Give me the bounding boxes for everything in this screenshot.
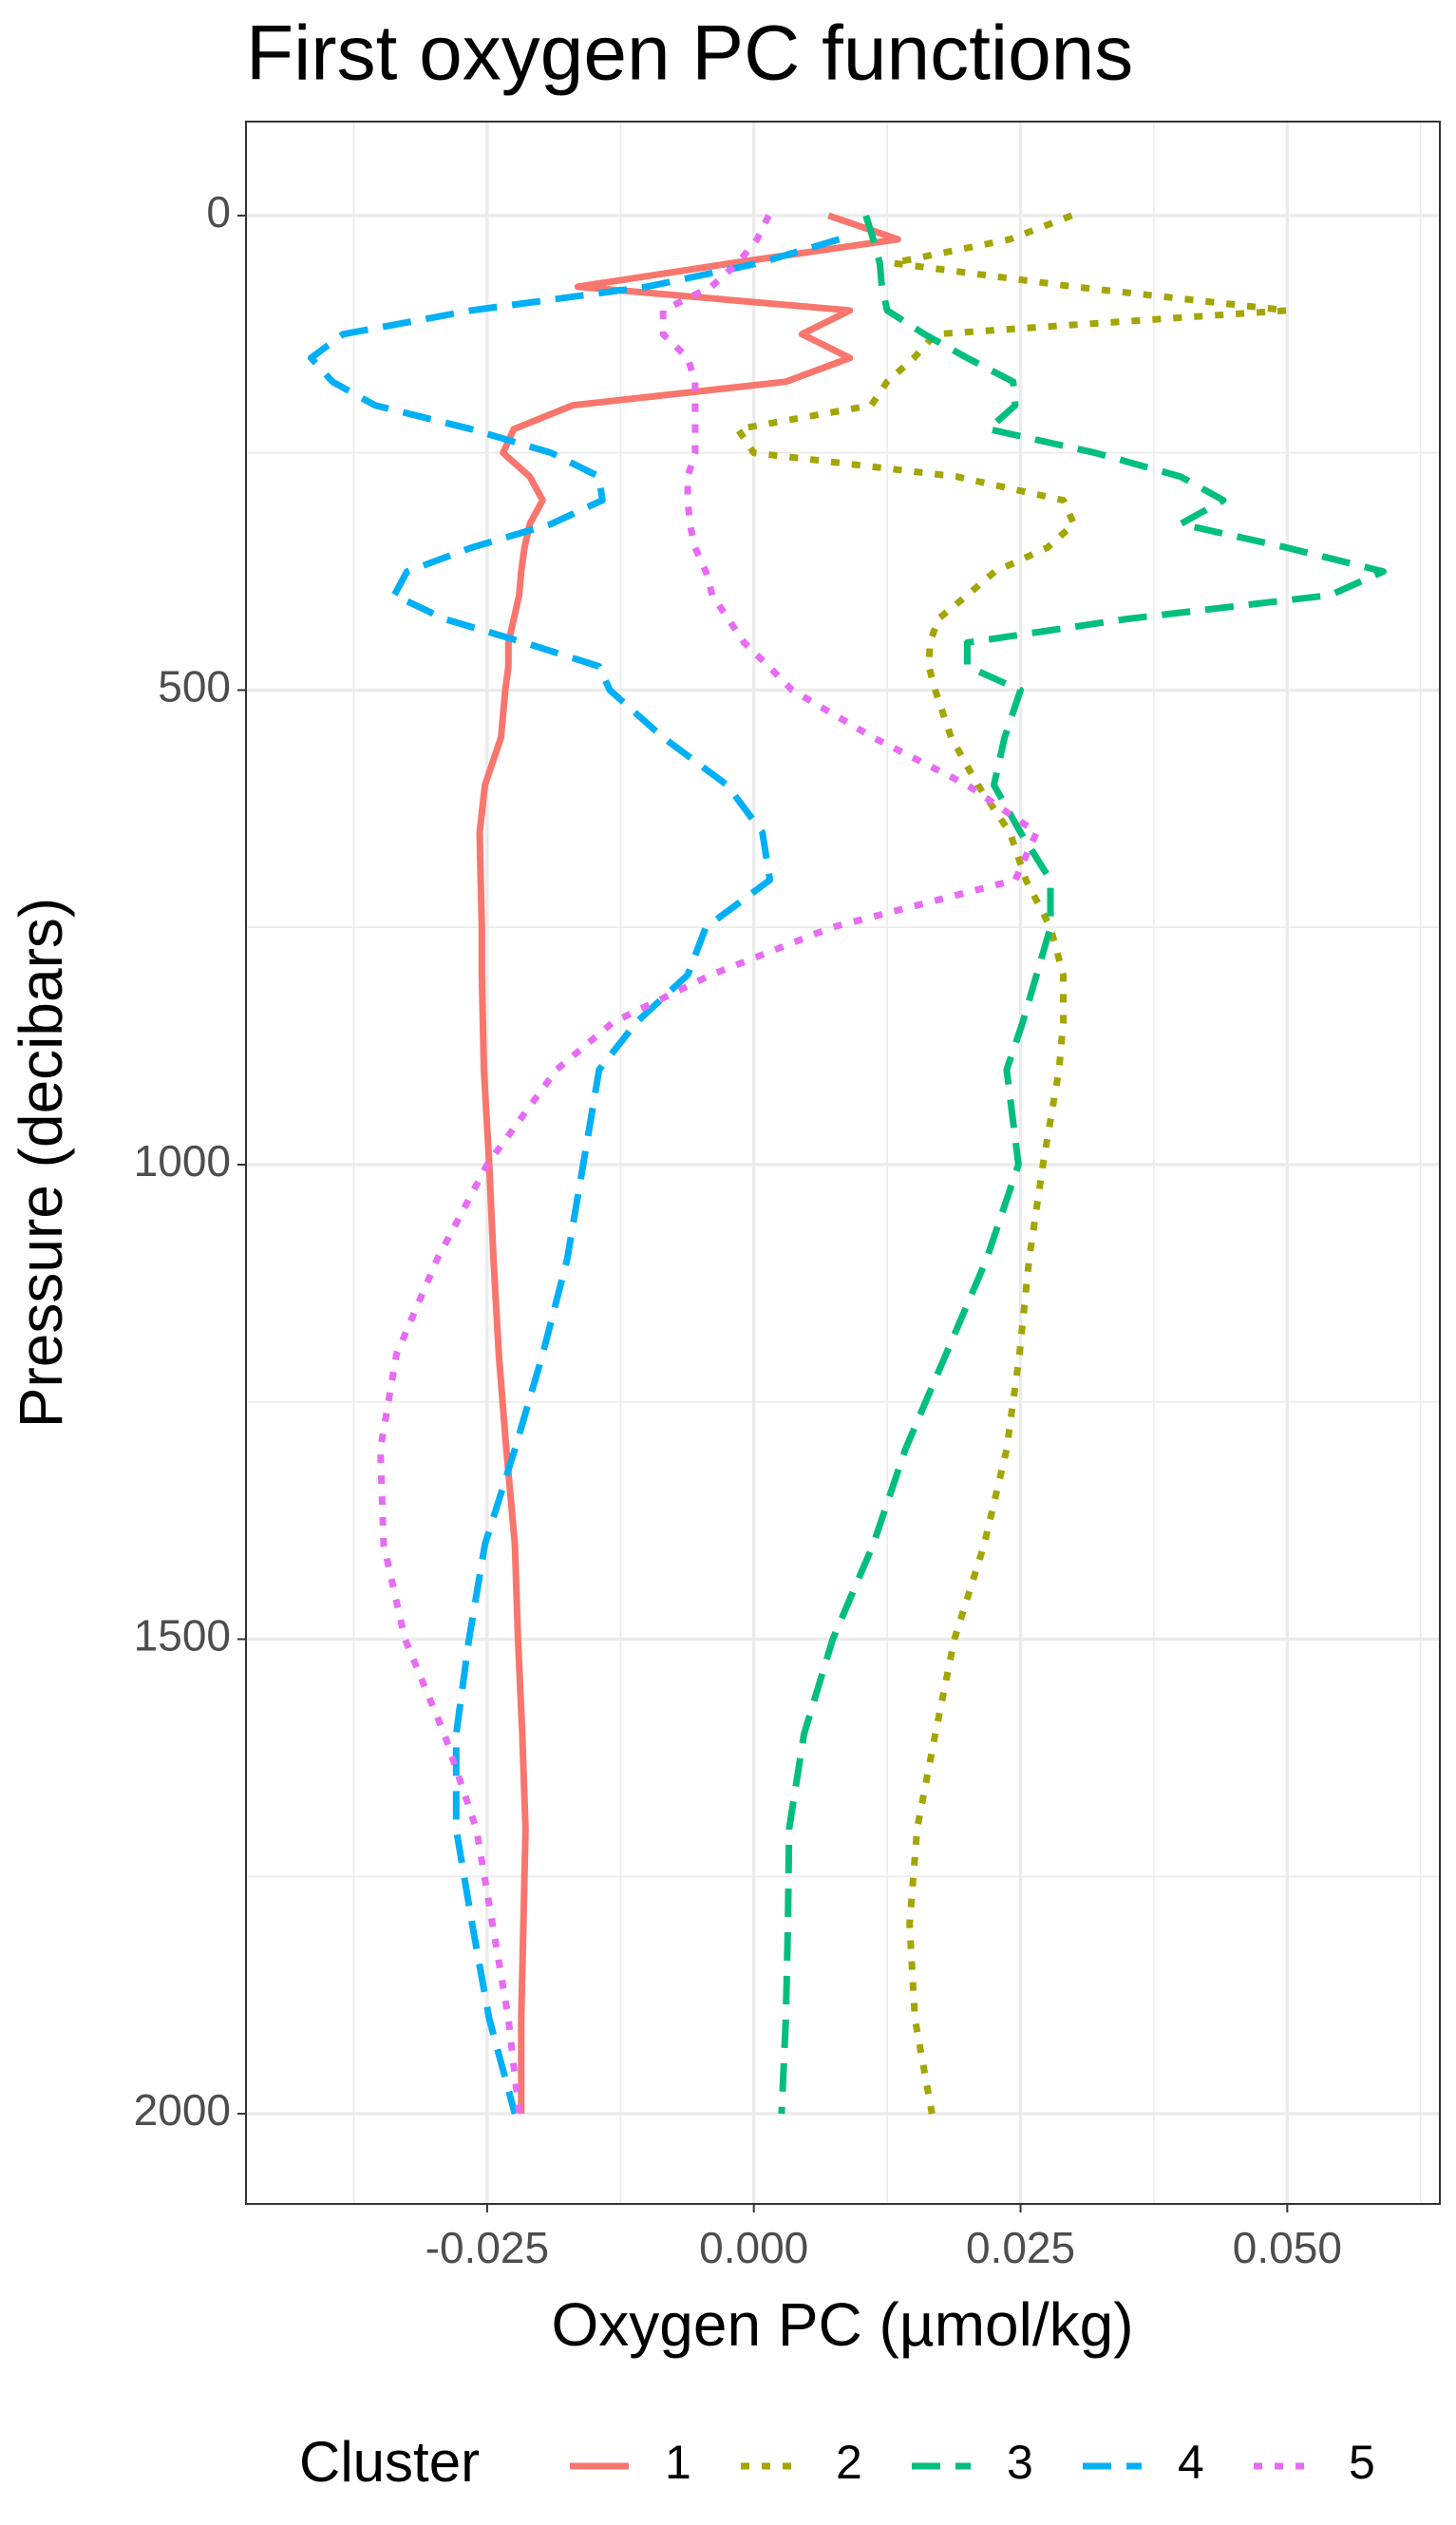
legend-label: 2 (836, 2436, 862, 2489)
y-tick-label: 1500 (134, 1611, 231, 1661)
legend-label: 3 (1007, 2436, 1033, 2489)
series-line (734, 212, 1291, 2115)
legend: Cluster 1 2 3 4 5 (299, 2430, 1375, 2494)
series-line (377, 214, 1040, 2115)
series-line (778, 214, 1387, 2115)
x-axis-title: Oxygen PC (µmol/kg) (551, 2290, 1133, 2359)
y-axis-title: Pressure (decibars) (7, 898, 75, 1428)
y-tick-label: 1000 (134, 1136, 231, 1186)
series-line (476, 212, 901, 2115)
legend-title: Cluster (299, 2430, 480, 2494)
x-tick-label: 0.000 (699, 2223, 808, 2272)
y-tick-label: 2000 (134, 2085, 231, 2135)
panel-border (245, 121, 1441, 2205)
legend-label: 1 (665, 2436, 691, 2489)
y-tick-label: 0 (206, 187, 231, 237)
legend-label: 5 (1349, 2436, 1375, 2489)
x-tick-label: 0.050 (1233, 2223, 1342, 2272)
grid (246, 122, 1440, 2204)
legend-label: 4 (1178, 2436, 1204, 2489)
chart-title: First oxygen PC functions (246, 10, 1133, 97)
y-tick-label: 500 (158, 662, 231, 712)
series-line (308, 236, 841, 2116)
x-tick-label: -0.025 (425, 2223, 549, 2272)
x-tick-label: 0.025 (966, 2223, 1075, 2272)
